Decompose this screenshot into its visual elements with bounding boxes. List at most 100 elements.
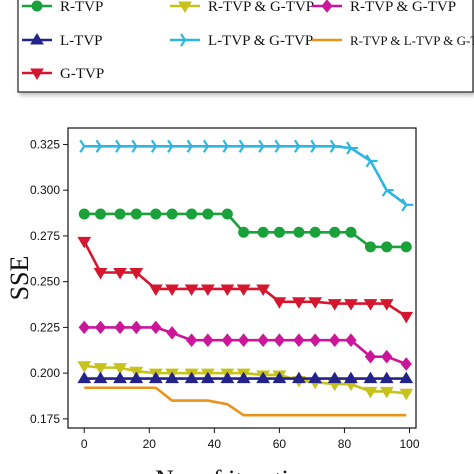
data-point [115,139,128,153]
data-point [346,141,358,155]
data-point [273,333,286,347]
data-point [220,284,235,296]
data-point [329,333,341,347]
legend-marker [31,0,43,12]
legend-label: R-TVP & L-TVP & G-TVP [350,33,474,48]
legend-entry: R-TVP & L-TVP & G-TVP [312,33,474,48]
series-line [84,144,408,206]
series-4 [77,371,414,384]
data-point [363,299,378,311]
legend-label: R-TVP & G-TVP [208,0,314,15]
data-point [114,320,126,335]
data-point [273,226,285,238]
data-point [381,349,393,364]
data-point [344,299,358,311]
data-point [221,333,234,347]
y-tick-label: 0.225 [30,320,60,334]
data-point [129,371,144,384]
data-point [79,139,92,153]
data-point [148,371,163,384]
data-point [166,326,178,340]
y-tick-label: 0.325 [30,137,60,151]
data-point [95,139,108,153]
x-tick-label: 0 [81,437,88,451]
data-point [78,320,90,335]
x-tick-label: 60 [273,437,287,451]
data-point [309,226,321,238]
data-point [293,333,305,347]
data-point [148,284,163,296]
data-point [165,371,179,384]
data-point [200,284,215,296]
data-point [221,208,233,220]
data-point [150,320,162,335]
data-point [292,297,306,309]
data-point [345,226,357,238]
data-point [272,371,287,384]
data-point [327,299,342,311]
y-tick-label: 0.250 [30,275,60,289]
data-point [327,371,342,384]
data-point [185,333,198,347]
series-line [84,386,407,417]
data-point [200,371,215,384]
legend-marker [178,1,192,13]
data-point [95,208,107,220]
data-point [113,371,127,384]
legend-entry: L-TVP [22,33,103,49]
legend-marker [321,0,333,13]
data-point [363,386,378,399]
data-point [184,371,199,384]
data-point [78,208,90,220]
data-point [344,371,358,384]
data-point [166,208,178,220]
data-point [77,236,92,249]
series-layer [77,139,414,417]
data-point [308,297,323,309]
legend-label: L-TVP & G-TVP [208,33,313,49]
data-point [257,333,269,347]
data-point [258,139,271,153]
data-point [256,371,271,384]
data-point [238,226,250,238]
series-line [84,326,407,366]
data-point [93,268,108,280]
data-point [165,284,179,296]
series-6 [84,386,407,417]
x-tick-label: 100 [399,437,419,451]
legend-entry: R-TVP & G-TVP [312,0,456,15]
x-tick-label: 40 [208,437,222,451]
data-point [129,268,144,280]
data-point [379,299,394,311]
data-point [238,139,251,153]
data-point [310,139,323,153]
legend-entry: L-TVP & G-TVP [170,33,313,49]
data-point [202,208,214,220]
series-7 [77,236,414,324]
data-point [399,371,414,384]
legend-entry: R-TVP [22,0,103,15]
plot-frame [67,127,417,429]
legend-marker [30,68,44,80]
data-point [186,139,199,153]
data-point [401,198,414,212]
legend-entry: R-TVP & G-TVP [170,0,314,15]
legend-label: G-TVP [60,66,104,82]
data-point [399,388,414,401]
data-point [381,183,394,197]
data-point [222,139,235,153]
legend-label: L-TVP [60,33,103,49]
x-tick-label: 80 [338,437,352,451]
data-point [150,208,162,220]
data-point [399,311,414,324]
data-point [364,349,377,364]
y-tick-label: 0.200 [30,366,60,380]
data-point [113,268,127,280]
data-point [379,371,394,384]
data-point [93,371,108,384]
x-axis: 0 20 40 60 80 100 [81,428,420,451]
legend-box [17,0,474,93]
data-point [365,154,378,168]
data-point [329,139,342,153]
x-tick-label: 20 [143,437,157,451]
